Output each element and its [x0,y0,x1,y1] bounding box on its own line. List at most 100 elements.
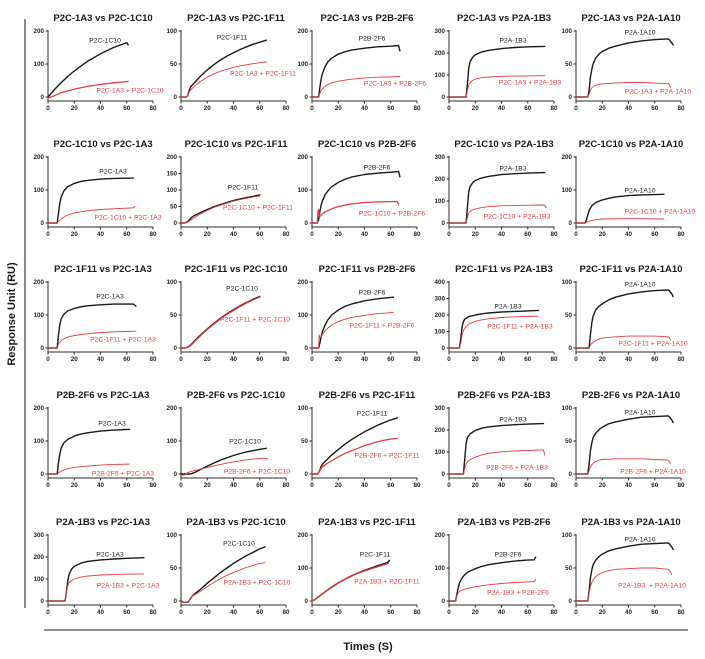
y-tick-label: 50 [170,312,178,319]
panel-title: P2C-1F11 vs P2C-1C10 [185,264,288,275]
y-tick-label: 200 [166,405,177,412]
x-tick-label: 60 [524,105,532,112]
y-tick-label: 200 [561,154,572,161]
x-tick-label: 20 [71,482,79,489]
y-tick-label: 300 [434,154,445,161]
x-tick-label: 20 [71,105,79,112]
y-tick-label: 0 [40,94,44,101]
y-tick-label: 0 [441,94,445,101]
y-tick-label: 0 [304,471,308,478]
x-tick-label: 0 [310,105,314,112]
series-label: P2A-1B3 + P2B-2F6 [487,589,549,596]
panel-title: P2B-2F6 vs P2C-1A3 [57,390,150,401]
x-tick-label: 40 [97,356,105,363]
x-tick-label: 20 [335,482,343,489]
x-tick-label: 20 [204,356,212,363]
x-tick-label: 80 [149,231,157,238]
y-tick-label: 100 [166,187,177,194]
series-label: P2C-1C10 [89,37,121,44]
x-tick-label: 60 [524,609,532,616]
binding-curve [449,46,545,97]
x-tick-label: 60 [387,609,395,616]
y-tick-label: 100 [166,532,177,539]
binding-curve [576,416,673,474]
y-tick-label: 0 [441,598,445,605]
x-tick-label: 80 [282,105,290,112]
x-tick-label: 80 [677,105,685,112]
x-tick-label: 0 [310,482,314,489]
x-tick-label: 0 [46,231,50,238]
panel: P2C-1F11 vs P2C-1A301002000 20 40 60 80P2C-1… [33,264,157,363]
x-tick-label: 60 [256,609,264,616]
x-tick-label: 0 [447,231,451,238]
y-tick-label: 200 [434,176,445,183]
x-tick-label: 0 [179,482,183,489]
x-tick-label: 40 [97,609,105,616]
series-label: P2A-1B3 + P2C-1C10 [224,579,291,586]
y-tick-label: 0 [304,220,308,227]
x-tick-label: 40 [498,105,506,112]
series-label: P2B-2F6 + P2A-1A10 [620,468,686,475]
x-tick-label: 20 [599,356,607,363]
y-tick-label: 100 [434,72,445,79]
x-tick-label: 60 [524,231,532,238]
series-label: P2C-1F11 + P2A-1B3 [487,323,553,330]
y-tick-label: 100 [297,61,308,68]
panel: P2A-1B3 vs P2B-2F601002000 20 40 60 80P2B-2F… [434,517,558,616]
x-tick-label: 80 [677,231,685,238]
y-tick-label: 0 [304,345,308,352]
series-label: P2A-1B3 [499,416,526,423]
series-label: P2C-1F11 + P2B-2F6 [349,322,414,329]
y-tick-label: 100 [561,28,572,35]
series-label: P2C-1A3 [96,293,124,300]
x-tick-label: 80 [550,609,558,616]
panel-title: P2C-1A3 vs P2C-1F11 [187,13,285,24]
panel: P2C-1C10 vs P2A-1A1001002000 20 40 60 80P2A-… [561,139,695,238]
x-tick-label: 80 [677,356,685,363]
series-label: P2A-1B3 [499,37,526,44]
x-tick-label: 80 [413,105,421,112]
panel: P2B-2F6 vs P2C-1A301002000 20 40 60 80P2C-1A… [33,390,157,489]
x-tick-label: 0 [46,482,50,489]
x-tick-label: 80 [282,609,290,616]
y-tick-label: 100 [166,279,177,286]
x-tick-label: 40 [498,609,506,616]
x-tick-label: 0 [46,356,50,363]
y-tick-label: 200 [297,279,308,286]
panel: P2B-2F6 vs P2A-1A10 0 50 100 0 20 40 60 80 P2A-1A… [561,390,686,489]
y-tick-label: 300 [33,532,44,539]
y-tick-label: 200 [297,532,308,539]
panel: P2C-1A3 vs P2A-1A100501000 20 40 60 80P2A-1A… [561,13,691,112]
y-tick-label: 100 [166,28,177,35]
x-tick-label: 80 [413,609,421,616]
x-tick-label: 80 [550,105,558,112]
y-tick-label: 200 [33,554,44,561]
panel: P2C-1F11 vs P2A-1B3 0 100 200 300 400 0 20 40 60 8… [434,264,558,363]
series-label: P2C-1F11 + P2C-1A3 [90,336,156,343]
y-tick-label: 50 [170,204,178,211]
x-tick-label: 20 [472,609,480,616]
series-label: P2A-1A10 [625,536,656,543]
series-label: P2A-1A10 [625,187,656,194]
x-tick-label: 60 [387,482,395,489]
x-tick-label: 20 [335,231,343,238]
series-label: P2C-1C10 + P2A-1B3 [484,213,551,220]
x-tick-label: 60 [123,356,131,363]
competition-curve [576,219,664,223]
x-tick-label: 40 [625,482,633,489]
x-tick-label: 0 [447,482,451,489]
binding-curve [181,40,266,97]
panel: P2A-1B3 vs P2C-1C100501000 20 40 60 80P2C-1C… [166,517,290,616]
panel: P2C-1F11 vs P2B-2F601002000 20 40 60 80P2B-2… [297,264,421,363]
y-tick-label: 0 [173,94,177,101]
y-tick-label: 300 [434,296,445,303]
y-tick-label: 100 [33,187,44,194]
x-tick-label: 20 [599,231,607,238]
x-tick-label: 60 [123,609,131,616]
x-tick-label: 80 [282,231,290,238]
competition-curve [449,316,538,348]
y-tick-label: 150 [166,171,177,178]
x-tick-label: 40 [97,105,105,112]
